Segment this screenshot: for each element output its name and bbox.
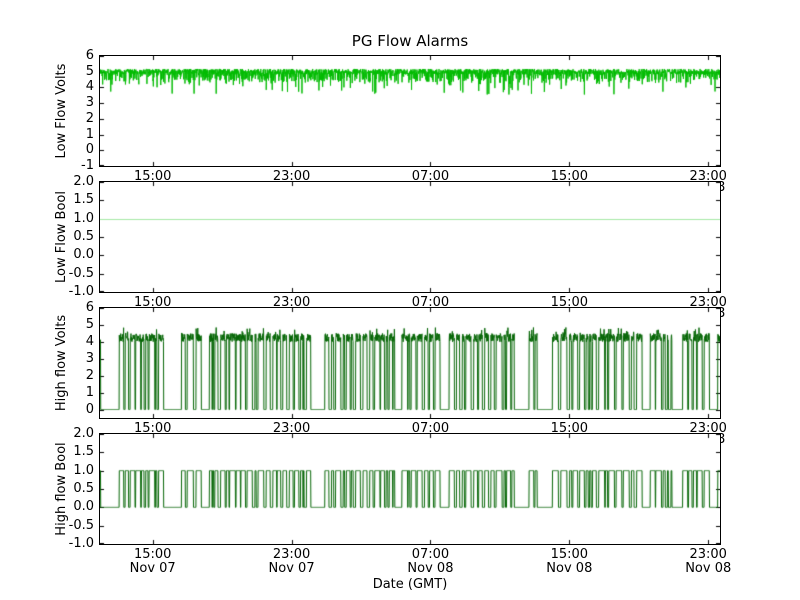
plot-canvas-low-flow-volts	[100, 56, 720, 166]
y-tick-label: 6	[85, 48, 94, 63]
x-tick-label: 23:00	[272, 169, 311, 184]
x-tick-label: 23:00	[689, 547, 727, 562]
y-tick-label: 0.0	[73, 247, 94, 263]
plot-canvas-low-flow-bool	[100, 182, 720, 292]
x-tick-label: 07:00	[411, 547, 450, 562]
x-tick-label: 15:00	[550, 169, 589, 184]
x-date-label: Nov 08	[546, 561, 593, 576]
y-tick-label: 5	[85, 63, 94, 79]
x-tick-cutoff-label: 8	[717, 432, 726, 447]
plot-canvas-high-flow-volts	[100, 308, 720, 418]
y-tick-label: 3	[85, 95, 94, 111]
x-date-label: Nov 08	[685, 561, 732, 576]
y-tick-label: 2.0	[73, 174, 94, 189]
x-tick-label: 23:00	[272, 295, 311, 310]
y-tick-label: 2	[85, 367, 94, 383]
y-tick-label: 6	[85, 300, 94, 315]
x-tick-cutoff-label: 8	[717, 180, 726, 195]
x-tick-label: 15:00	[133, 421, 172, 436]
y-tick-label: 0.5	[73, 229, 94, 244]
subplot-high-flow-volts	[99, 307, 721, 419]
y-tick-label: 0	[85, 401, 94, 417]
subplot-high-flow-bool	[99, 433, 721, 545]
y-tick-label: -1	[81, 158, 94, 173]
y-tick-label: -0.5	[68, 517, 94, 533]
x-tick-label: 23:00	[272, 421, 311, 436]
x-tick-label: 23:00	[689, 169, 727, 184]
x-tick-label: 07:00	[411, 169, 450, 184]
x-tick-label: 23:00	[689, 421, 727, 436]
y-tick-label: -0.5	[68, 265, 94, 281]
x-date-label: Nov 07	[268, 561, 315, 576]
y-tick-label: 1.0	[73, 462, 94, 478]
x-tick-label: 15:00	[133, 547, 172, 562]
subplot-low-flow-bool	[99, 181, 721, 293]
x-tick-label: 15:00	[133, 295, 172, 310]
plot-canvas-high-flow-bool	[100, 434, 720, 544]
x-tick-label: 15:00	[550, 295, 589, 310]
y-tick-label: 3	[85, 350, 94, 366]
y-tick-label: 2.0	[73, 426, 94, 441]
y-tick-label: 1.0	[73, 210, 94, 226]
x-date-label: Nov 08	[407, 561, 454, 576]
x-tick-label: 15:00	[550, 547, 589, 562]
x-tick-label: 07:00	[411, 421, 450, 436]
y-tick-label: 4	[85, 79, 94, 95]
x-tick-label: 15:00	[550, 421, 589, 436]
y-tick-label: 1.5	[73, 192, 94, 208]
chart-title: PG Flow Alarms	[351, 32, 469, 50]
y-tick-label: 1	[85, 126, 94, 142]
y-tick-label: 2	[85, 110, 94, 126]
subplot-low-flow-volts	[99, 55, 721, 167]
x-tick-label: 23:00	[272, 547, 311, 562]
y-tick-label: 5	[85, 316, 94, 332]
x-tick-label: 23:00	[689, 295, 727, 310]
x-tick-label: 07:00	[411, 295, 450, 310]
y-tick-label: 1.5	[73, 444, 94, 460]
x-tick-cutoff-label: 8	[717, 306, 726, 321]
y-tick-label: -1.0	[68, 284, 94, 299]
x-axis-title: Date (GMT)	[372, 577, 448, 592]
y-tick-label: 0.0	[73, 499, 94, 515]
y-tick-label: 0.5	[73, 481, 94, 496]
x-date-label: Nov 07	[129, 561, 176, 576]
y-tick-label: 1	[85, 384, 94, 400]
y-tick-label: -1.0	[68, 536, 94, 551]
y-tick-label: 0	[85, 142, 94, 158]
y-tick-label: 4	[85, 333, 94, 349]
x-tick-label: 15:00	[133, 169, 172, 184]
